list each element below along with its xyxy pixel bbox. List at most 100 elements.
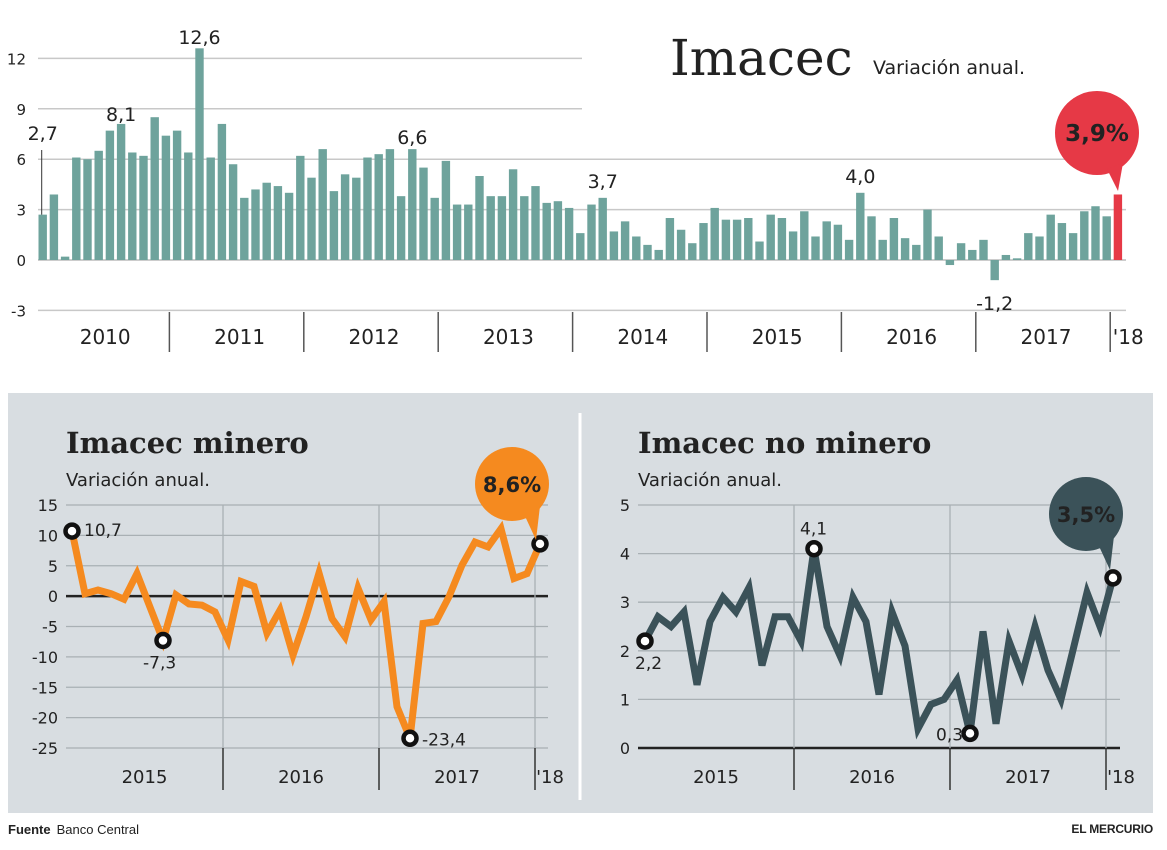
bar [912, 244, 921, 260]
bar [609, 231, 619, 260]
top-annotations: 2,7 8,1 12,6 6,6 3,7 4,0 -1,2 [28, 27, 1014, 315]
callout-pointer [524, 506, 540, 540]
highlight-marker [636, 632, 654, 650]
bar [531, 186, 540, 260]
data-label: 6,6 [397, 127, 427, 149]
bar [240, 197, 249, 260]
no-minero-markers: 2,2 4,1 0,3 [635, 520, 1122, 745]
bar [721, 219, 731, 260]
bar [1080, 211, 1089, 260]
bar [777, 218, 787, 260]
bar [587, 204, 596, 260]
x-tick-label: 2012 [349, 325, 400, 349]
y-tick-label: 6 [16, 151, 26, 169]
x-tick-label: 2017 [1021, 325, 1072, 349]
bar [1057, 223, 1067, 260]
bar [206, 157, 215, 260]
bar [38, 214, 47, 260]
y-tick-label: -10 [32, 648, 58, 667]
bar [822, 221, 831, 260]
highlight-marker [154, 631, 172, 650]
no-minero-callout-bubble: 3,5% [1049, 477, 1123, 570]
data-label: 12,6 [178, 27, 220, 49]
bar [352, 177, 361, 260]
bar [643, 244, 652, 260]
highlight-marker [1104, 569, 1122, 587]
callout-circle [1055, 91, 1139, 175]
bar [956, 243, 966, 260]
bar [340, 174, 350, 260]
marker-label: -7,3 [143, 653, 176, 673]
bar [105, 130, 115, 260]
bar [284, 192, 294, 260]
top-bars [38, 48, 1123, 281]
marker-label: 10,7 [84, 521, 122, 541]
bar [128, 152, 137, 260]
callout-text: 3,5% [1057, 503, 1115, 527]
y-tick-label: 5 [48, 557, 58, 576]
minero-markers: 10,7 -7,3 -23,4 [63, 521, 549, 750]
bar [564, 207, 574, 260]
minero-series [68, 520, 544, 740]
bar [632, 236, 641, 260]
bar [430, 197, 439, 260]
bar [665, 218, 675, 260]
y-tick-label: -5 [42, 618, 58, 637]
bar [990, 260, 999, 281]
source-name: Banco Central [56, 822, 140, 837]
bar [72, 157, 81, 260]
bar [766, 214, 775, 260]
series-line [68, 520, 544, 740]
y-tick-label: 0 [16, 252, 26, 270]
x-tick-label: 2016 [849, 767, 895, 788]
bar [195, 48, 204, 260]
y-tick-label: 4 [620, 545, 630, 564]
bar [620, 221, 630, 260]
bar [408, 149, 417, 260]
bar [1035, 236, 1044, 260]
series-line [641, 548, 1117, 740]
x-tick-label: 2015 [122, 767, 168, 788]
top-year-axis: 2010 2011 2012 2013 2014 2015 2016 2017 '18 [80, 312, 1144, 352]
bar [811, 236, 820, 260]
bar [262, 182, 271, 260]
y-tick-label: 9 [16, 101, 26, 119]
top-callout-bubble: 3,9% [1055, 91, 1139, 191]
y-tick-label: -15 [32, 678, 58, 697]
bar [452, 204, 462, 260]
bar [844, 239, 854, 260]
minero-title: Imacec minero [66, 426, 309, 460]
bar [1091, 206, 1100, 260]
bar [710, 207, 719, 260]
bar [576, 233, 585, 260]
bar [475, 176, 484, 260]
bar [497, 196, 507, 260]
x-tick-label: 2015 [752, 325, 803, 349]
x-tick-label: 2011 [214, 325, 265, 349]
bar [464, 204, 473, 260]
bar [139, 155, 148, 260]
callout-text: 8,6% [483, 473, 541, 497]
y-tick-label: 0 [620, 739, 630, 758]
chart-subtitle: Variación anual. [873, 57, 1025, 79]
bar [396, 196, 406, 260]
bar [520, 196, 529, 260]
data-label: 2,7 [28, 123, 58, 145]
minero-year-axis: 2015 2016 2017 '18 [122, 748, 564, 790]
bar [1068, 233, 1078, 260]
bar [1012, 258, 1022, 260]
bar [486, 196, 495, 260]
data-label: 4,0 [845, 166, 875, 188]
x-tick-label: '18 [536, 767, 564, 788]
bar [374, 154, 383, 260]
bar [508, 169, 518, 260]
y-tick-label: -25 [32, 739, 58, 758]
bar [979, 239, 988, 260]
no-minero-year-axis: 2015 2016 2017 '18 [693, 748, 1135, 790]
x-tick-label: 2015 [693, 767, 739, 788]
no-minero-y-tick-labels: 0 1 2 3 4 5 [620, 496, 630, 758]
bar [945, 260, 955, 266]
bar [363, 157, 372, 260]
y-tick-label: 0 [48, 587, 58, 606]
bar [83, 159, 92, 260]
